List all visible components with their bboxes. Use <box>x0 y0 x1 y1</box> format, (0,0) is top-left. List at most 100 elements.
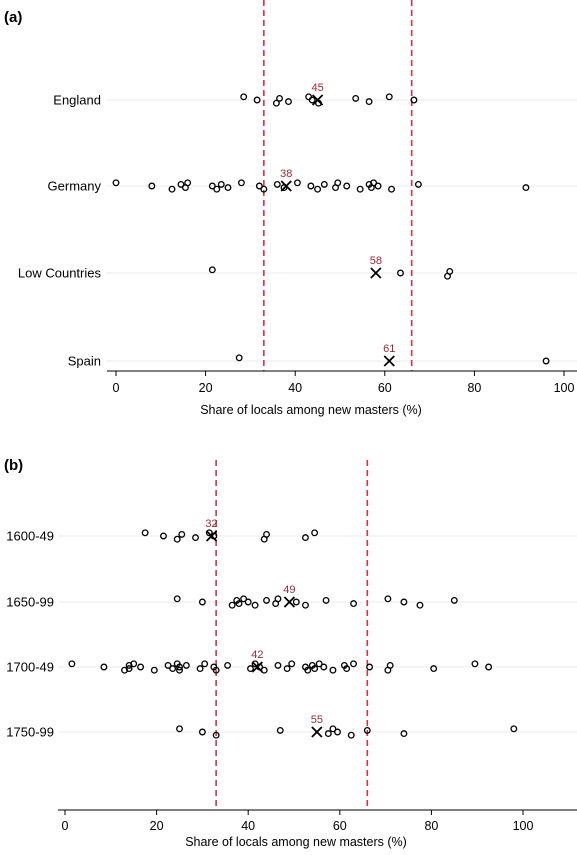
data-point <box>160 532 167 540</box>
data-point <box>276 726 284 734</box>
data-point <box>410 96 418 104</box>
mean-marker <box>205 530 218 542</box>
data-point <box>311 665 319 673</box>
mean-marker <box>311 726 323 738</box>
data-point <box>430 665 438 673</box>
mean-label: 58 <box>370 255 382 267</box>
data-point <box>177 180 185 188</box>
data-point <box>320 180 328 188</box>
data-point <box>173 535 181 543</box>
mean-label: 61 <box>383 343 395 355</box>
data-point <box>385 93 393 101</box>
x-tick-label: 0 <box>62 819 69 833</box>
data-point <box>542 357 550 365</box>
data-point <box>176 725 183 733</box>
mean-label: 32 <box>205 518 217 530</box>
mean-marker <box>311 94 324 106</box>
data-point <box>255 182 263 190</box>
mean-marker <box>383 355 395 367</box>
mean-label: 42 <box>251 649 263 661</box>
data-point <box>334 728 341 736</box>
mean-marker <box>251 661 263 673</box>
data-point <box>141 529 149 537</box>
x-tick-label: 40 <box>241 819 255 833</box>
data-point <box>302 601 309 609</box>
x-axis-title: Share of locals among new masters (%) <box>200 403 422 417</box>
data-point <box>217 180 225 188</box>
data-point <box>308 96 316 104</box>
row-label: England <box>53 93 101 108</box>
x-tick-label: 20 <box>199 381 213 395</box>
data-point <box>366 663 374 671</box>
data-point <box>288 660 296 668</box>
data-point <box>315 660 323 668</box>
panel-b: (b) 0 20 40 60 80 100 Share of locals among new… <box>4 457 577 849</box>
data-point <box>347 731 355 739</box>
data-point <box>150 666 158 674</box>
data-point <box>283 665 291 673</box>
row-label: Spain <box>68 354 101 369</box>
x-tick-label: 60 <box>333 819 347 833</box>
data-point <box>251 601 259 609</box>
data-point <box>356 185 364 193</box>
data-point <box>176 663 183 671</box>
data-point <box>370 179 378 187</box>
data-point <box>274 661 282 669</box>
row-label: 1600-49 <box>6 529 54 544</box>
mean-label: 45 <box>311 82 323 94</box>
data-point <box>208 182 216 190</box>
data-point <box>253 96 261 104</box>
data-point <box>334 179 342 187</box>
data-point <box>205 529 213 537</box>
data-point <box>198 728 206 736</box>
panel-label: (a) <box>4 9 22 26</box>
data-point <box>329 725 337 733</box>
x-axis-title: Share of locals among new masters (%) <box>185 835 407 849</box>
data-point <box>212 666 220 674</box>
data-point <box>285 98 292 106</box>
data-point <box>311 529 319 537</box>
data-point <box>213 185 221 193</box>
mean-marker <box>280 180 292 192</box>
data-point <box>305 93 313 101</box>
data-point <box>510 725 518 733</box>
data-point <box>196 665 204 673</box>
data-point <box>68 660 76 668</box>
data-point <box>400 730 408 738</box>
row-label: 1700-49 <box>6 660 54 675</box>
data-point <box>307 182 315 190</box>
data-point <box>386 661 394 669</box>
x-tick-label: 100 <box>554 381 575 395</box>
data-point <box>274 595 282 603</box>
data-point <box>137 663 145 671</box>
data-point <box>208 266 216 274</box>
x-tick-label: 20 <box>150 819 164 833</box>
data-point <box>240 93 248 101</box>
data-point <box>224 661 232 669</box>
data-point <box>235 600 243 608</box>
data-point <box>350 660 357 668</box>
data-point <box>343 665 351 673</box>
data-point <box>363 726 371 734</box>
data-point <box>273 180 281 188</box>
data-point <box>244 598 252 606</box>
x-tick-label: 80 <box>424 819 438 833</box>
mean-label: 38 <box>280 168 292 180</box>
data-point <box>414 180 422 188</box>
data-point <box>164 661 172 669</box>
data-point <box>276 94 283 102</box>
data-point <box>272 99 280 107</box>
data-point <box>352 94 360 102</box>
data-point <box>292 598 300 606</box>
data-point <box>314 185 322 193</box>
data-point <box>201 660 209 668</box>
x-tick-label: 60 <box>378 381 392 395</box>
data-point <box>263 530 270 538</box>
data-point <box>178 530 186 538</box>
row-label: 1650-99 <box>6 595 54 610</box>
data-point <box>184 179 192 187</box>
data-point <box>192 534 199 542</box>
data-point <box>293 179 301 187</box>
data-point <box>388 185 395 193</box>
